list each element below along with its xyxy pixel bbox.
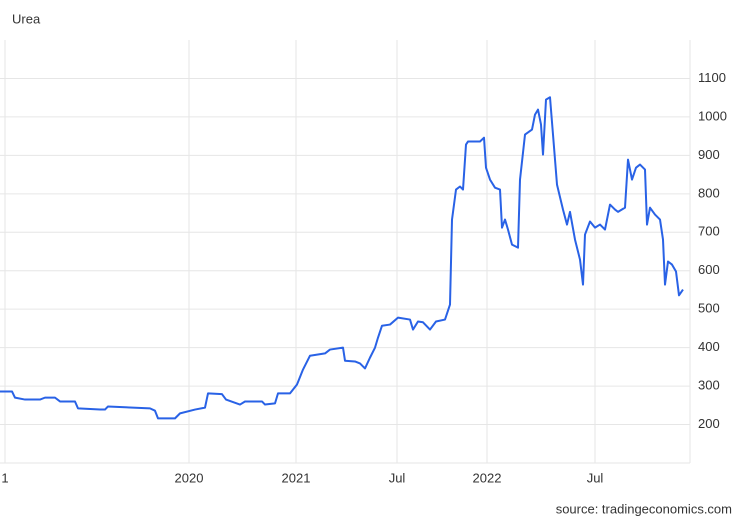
y-tick-label: 600 bbox=[698, 262, 720, 277]
x-tick-label: Jul bbox=[587, 470, 604, 485]
y-tick-label: 200 bbox=[698, 416, 720, 431]
chart-title: Urea bbox=[12, 11, 41, 26]
y-tick-label: 700 bbox=[698, 224, 720, 239]
y-tick-label: 1100 bbox=[698, 70, 726, 85]
y-tick-label: 900 bbox=[698, 147, 720, 162]
x-tick-label: 1 bbox=[1, 470, 8, 485]
x-tick-label: 2021 bbox=[282, 470, 311, 485]
x-tick-label: Jul bbox=[389, 470, 406, 485]
line bbox=[0, 96, 684, 420]
y-tick-label: 500 bbox=[698, 301, 720, 316]
y-tick-label: 1000 bbox=[698, 108, 727, 123]
y-tick-label: 300 bbox=[698, 378, 720, 393]
y-tick-label: 800 bbox=[698, 185, 720, 200]
source: source: tradingeconomics.com bbox=[556, 501, 732, 516]
y-tick-label: 400 bbox=[698, 339, 720, 354]
x-tick-label: 2020 bbox=[175, 470, 204, 485]
x-tick-label: 2022 bbox=[473, 470, 502, 485]
